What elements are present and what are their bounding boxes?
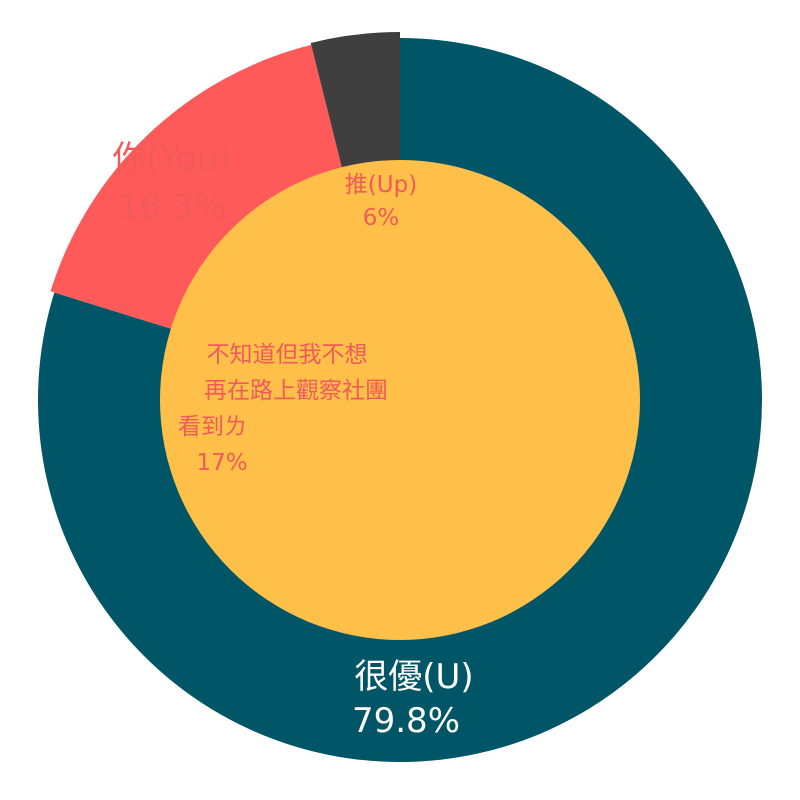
slice-label-you: 你(You) [112,139,231,179]
inner-label-up: 推(Up) [345,172,417,198]
slice-you [50,44,343,330]
slice-other [310,32,400,170]
inner-value-up: 6% [363,205,400,231]
inner-disc [160,160,640,640]
inner-value-unknown: 17% [196,450,247,476]
inner-label-unknown-line-3: 看到ㄌ [178,414,247,440]
slice-value-u: 79.8% [352,701,460,741]
outer-ring [37,32,763,762]
label-group-you: 你(You) 16.3% [112,139,231,227]
label-group-up: 推(Up) 6% [345,172,417,231]
slice-value-you: 16.3% [118,187,226,227]
slice-u [37,38,763,762]
slice-label-u: 很優(U) [354,657,473,697]
label-group-u: 很優(U) 79.8% [352,657,474,741]
inner-label-unknown-line-1: 不知道但我不想 [207,342,368,368]
inner-label-unknown-line-2: 再在路上觀察社團 [204,378,388,404]
label-group-unknown: 不知道但我不想 再在路上觀察社團 看到ㄌ 17% [178,342,388,476]
